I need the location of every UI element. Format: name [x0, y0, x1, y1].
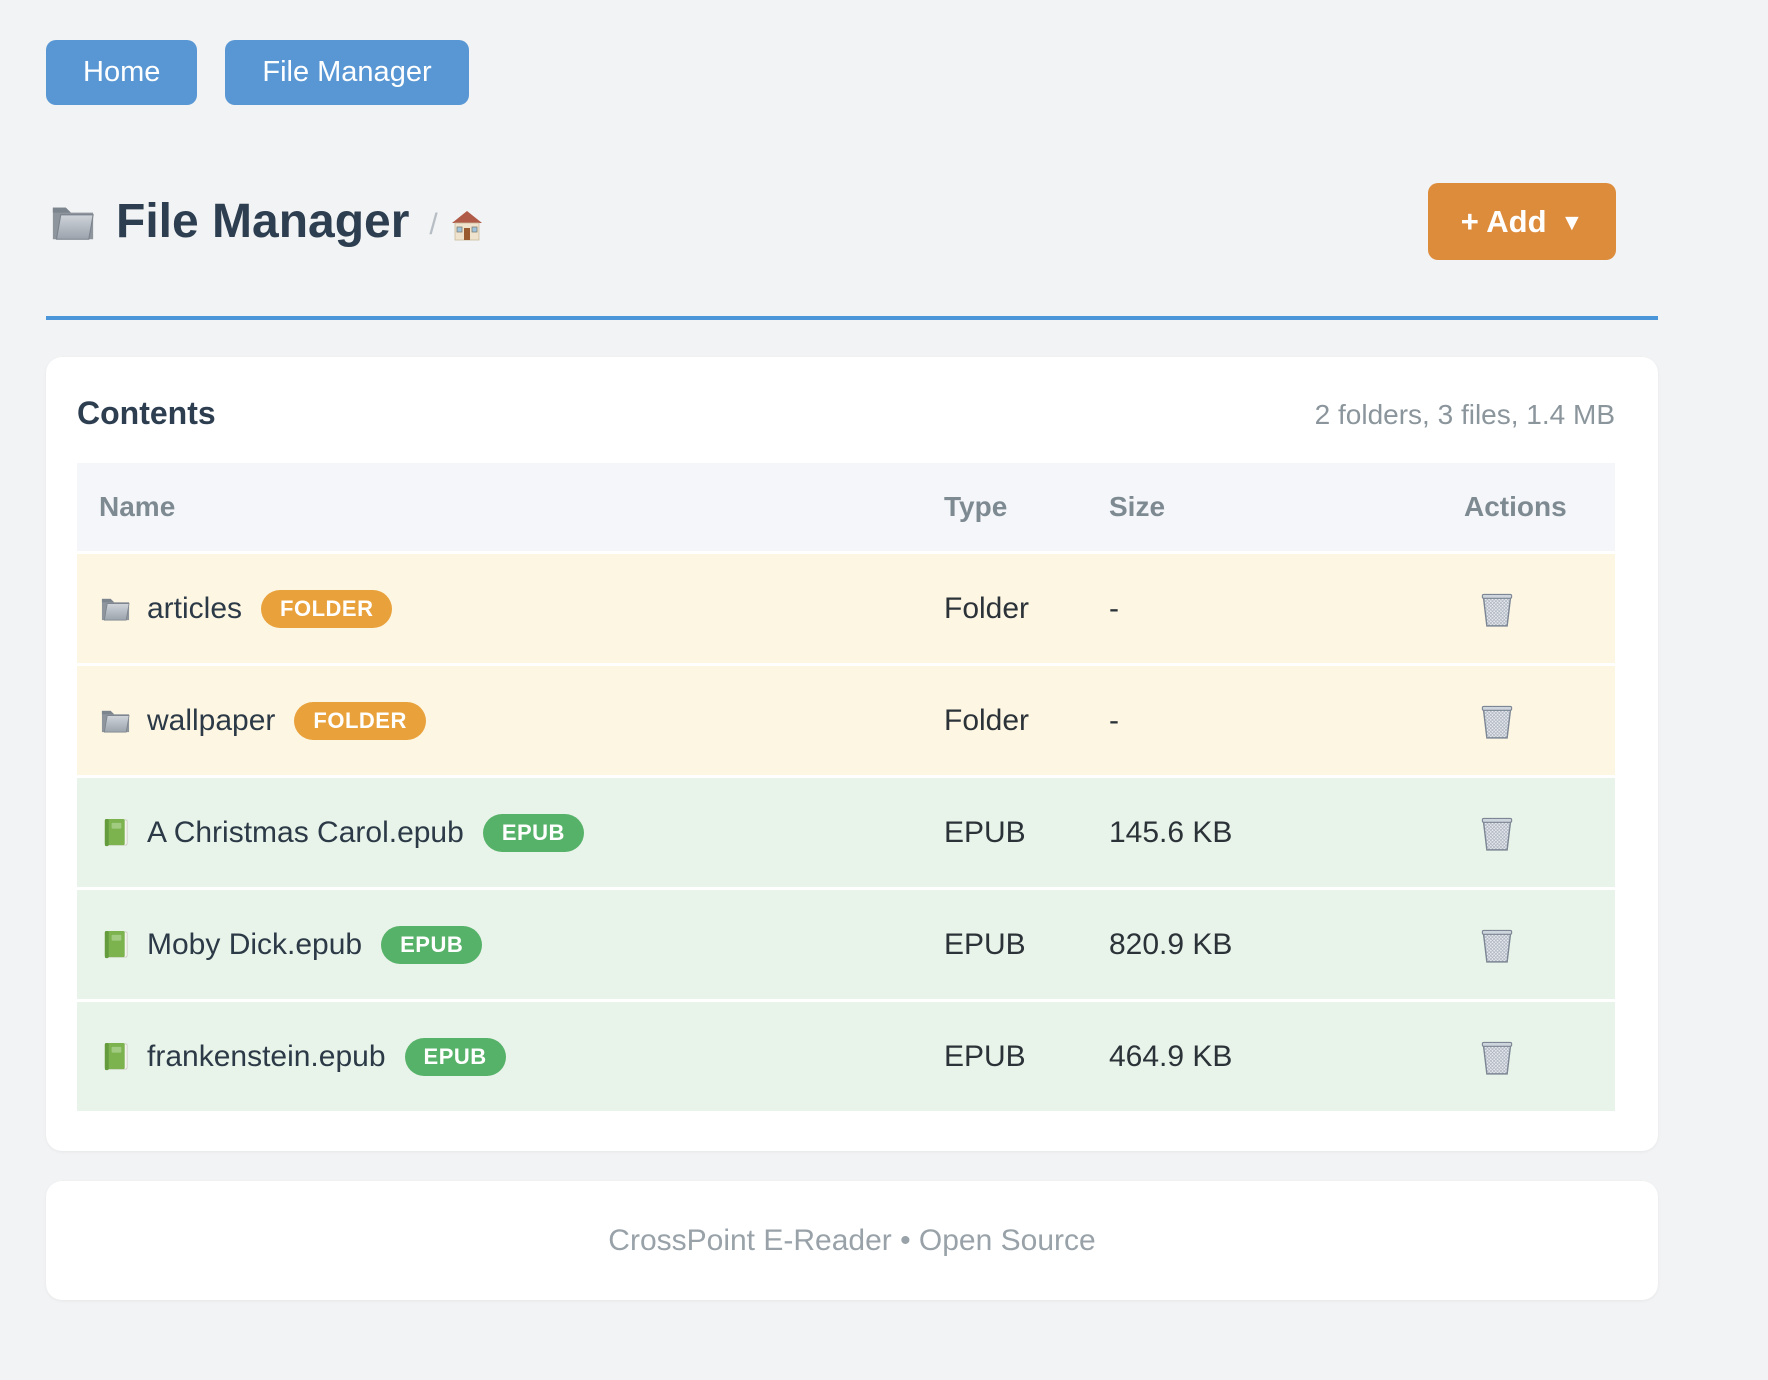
file-name[interactable]: articles — [147, 591, 243, 625]
column-header-name: Name — [99, 491, 176, 522]
contents-card-header: Contents 2 folders, 3 files, 1.4 MB — [77, 395, 1615, 432]
trash-icon — [1481, 593, 1513, 627]
file-name[interactable]: Moby Dick.epub — [147, 927, 363, 961]
file-name-cell[interactable]: frankenstein.epub EPUB — [77, 1037, 944, 1076]
contents-heading: Contents — [77, 395, 216, 431]
green-book-icon — [104, 1042, 128, 1071]
page-title: File Manager — [116, 195, 410, 248]
size-cell: 145.6 KB — [1109, 815, 1233, 849]
add-button[interactable]: + Add ▼ — [1428, 183, 1616, 260]
type-cell: EPUB — [944, 1039, 1026, 1073]
file-name-cell[interactable]: A Christmas Carol.epub EPUB — [77, 813, 944, 852]
file-name-cell[interactable]: wallpaper FOLDER — [77, 701, 944, 740]
type-badge: FOLDER — [261, 589, 393, 628]
page-header: File Manager / + Add ▼ — [46, 183, 1658, 260]
table-header-row: Name Type Size Actions — [77, 463, 1615, 554]
trash-icon — [1481, 817, 1513, 851]
folder-icon — [101, 598, 130, 621]
column-header-size: Size — [1109, 491, 1166, 522]
file-name-cell[interactable]: articles FOLDER — [77, 589, 944, 628]
size-cell: - — [1109, 591, 1119, 625]
delete-button[interactable] — [1479, 925, 1515, 965]
contents-card: Contents 2 folders, 3 files, 1.4 MB Name… — [46, 357, 1658, 1151]
green-book-icon — [104, 930, 128, 959]
contents-summary: 2 folders, 3 files, 1.4 MB — [1314, 399, 1615, 430]
title-divider — [46, 316, 1658, 320]
file-name[interactable]: A Christmas Carol.epub — [147, 815, 464, 849]
delete-button[interactable] — [1479, 589, 1515, 629]
size-cell: - — [1109, 703, 1119, 737]
type-cell: Folder — [944, 591, 1030, 625]
delete-button[interactable] — [1479, 1037, 1515, 1077]
type-badge: EPUB — [482, 813, 584, 852]
column-header-actions: Actions — [1464, 491, 1567, 522]
add-button-label: + Add — [1460, 203, 1547, 239]
table-row: frankenstein.epub EPUB EPUB 464.9 KB — [77, 1002, 1615, 1111]
type-cell: EPUB — [944, 815, 1026, 849]
trash-icon — [1481, 705, 1513, 739]
caret-down-icon: ▼ — [1560, 209, 1584, 235]
type-cell: EPUB — [944, 927, 1026, 961]
footer-card: CrossPoint E-Reader • Open Source — [46, 1181, 1658, 1300]
file-table: Name Type Size Actions articles FOLDER F… — [77, 463, 1615, 1111]
trash-icon — [1481, 1041, 1513, 1075]
size-cell: 464.9 KB — [1109, 1039, 1233, 1073]
type-badge: EPUB — [381, 925, 483, 964]
file-name[interactable]: frankenstein.epub — [147, 1039, 386, 1073]
breadcrumb: / — [429, 207, 438, 241]
green-book-icon — [104, 818, 128, 847]
folder-icon — [52, 206, 94, 240]
title-group: File Manager / — [46, 194, 484, 249]
trash-icon — [1481, 929, 1513, 963]
file-manager-button[interactable]: File Manager — [225, 40, 469, 105]
delete-button[interactable] — [1479, 701, 1515, 741]
home-button[interactable]: Home — [46, 40, 198, 105]
table-row: Moby Dick.epub EPUB EPUB 820.9 KB — [77, 890, 1615, 1002]
table-row: A Christmas Carol.epub EPUB EPUB 145.6 K… — [77, 778, 1615, 890]
file-name-cell[interactable]: Moby Dick.epub EPUB — [77, 925, 944, 964]
size-cell: 820.9 KB — [1109, 927, 1233, 961]
column-header-type: Type — [944, 491, 1008, 522]
type-cell: Folder — [944, 703, 1030, 737]
table-row: articles FOLDER Folder - — [77, 554, 1615, 666]
top-nav: Home File Manager — [46, 0, 1658, 105]
delete-button[interactable] — [1479, 813, 1515, 853]
table-row: wallpaper FOLDER Folder - — [77, 666, 1615, 778]
folder-icon — [101, 710, 130, 733]
file-manager-page: Home File Manager File Manager / + Add ▼… — [46, 0, 1658, 1300]
footer-text: CrossPoint E-Reader • Open Source — [608, 1223, 1096, 1257]
type-badge: EPUB — [404, 1037, 506, 1076]
file-name[interactable]: wallpaper — [147, 703, 276, 737]
type-badge: FOLDER — [294, 701, 426, 740]
home-icon[interactable] — [450, 210, 484, 242]
